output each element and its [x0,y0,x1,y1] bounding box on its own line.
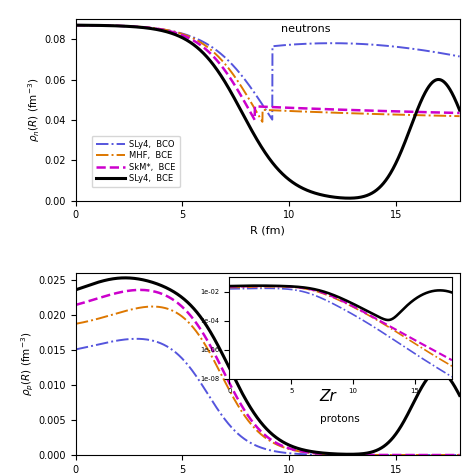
Line: SLy4,  BCE: SLy4, BCE [76,25,460,198]
SLy4,  BCO [322,40,328,46]
SLy4,  BCO [240,74,246,80]
SLy4,  BCE [195,45,201,51]
SkM*,  BCE [452,110,457,116]
SkM*,  BCE [457,110,463,116]
Line: SLy4,  BCO: SLy4, BCO [76,25,460,119]
SkM*,  BCE [193,39,199,45]
MHF,  BCE [240,86,246,92]
MHF,  BCE [193,37,199,43]
Text: 1500: 1500 [319,373,347,383]
SLy4,  BCO [73,22,79,28]
SLy4,  BCE [73,22,79,28]
SLy4,  BCO [452,53,457,58]
MHF,  BCE [457,113,463,119]
SLy4,  BCE [452,95,457,101]
SLy4,  BCO [170,28,175,34]
Text: Zr: Zr [319,389,337,404]
MHF,  BCE [452,113,457,119]
SLy4,  BCE [240,111,246,117]
SkM*,  BCE [73,22,79,28]
MHF,  BCE [170,28,175,34]
SLy4,  BCO [457,54,463,59]
X-axis label: R (fm): R (fm) [250,226,285,236]
SLy4,  BCO [195,36,201,42]
SkM*,  BCE [240,96,246,102]
MHF,  BCE [73,22,79,28]
SLy4,  BCE [193,44,199,50]
SLy4,  BCE [170,31,175,36]
SkM*,  BCE [195,40,201,46]
MHF,  BCE [195,38,201,44]
SLy4,  BCE [457,107,463,113]
SkM*,  BCE [252,117,257,123]
Y-axis label: $\rho_p(R)$ (fm$^{-3}$): $\rho_p(R)$ (fm$^{-3}$) [19,332,36,396]
SLy4,  BCO [193,36,199,41]
SLy4,  BCO [269,117,275,122]
Text: protons: protons [319,414,359,424]
Line: SkM*,  BCE: SkM*, BCE [76,25,460,120]
MHF,  BCE [322,109,328,115]
SLy4,  BCE [346,195,352,201]
SkM*,  BCE [170,29,175,35]
SkM*,  BCE [322,106,328,112]
Legend: SLy4,  BCO, MHF,  BCE, SkM*,  BCE, SLy4,  BCE: SLy4, BCO, MHF, BCE, SkM*, BCE, SLy4, BC… [91,136,180,187]
SLy4,  BCE [322,193,328,199]
Text: neutrons: neutrons [282,25,331,35]
Line: MHF,  BCE: MHF, BCE [76,25,460,122]
MHF,  BCE [260,119,265,125]
Y-axis label: $\rho_n(R)$ (fm$^{-3}$): $\rho_n(R)$ (fm$^{-3}$) [26,78,42,142]
